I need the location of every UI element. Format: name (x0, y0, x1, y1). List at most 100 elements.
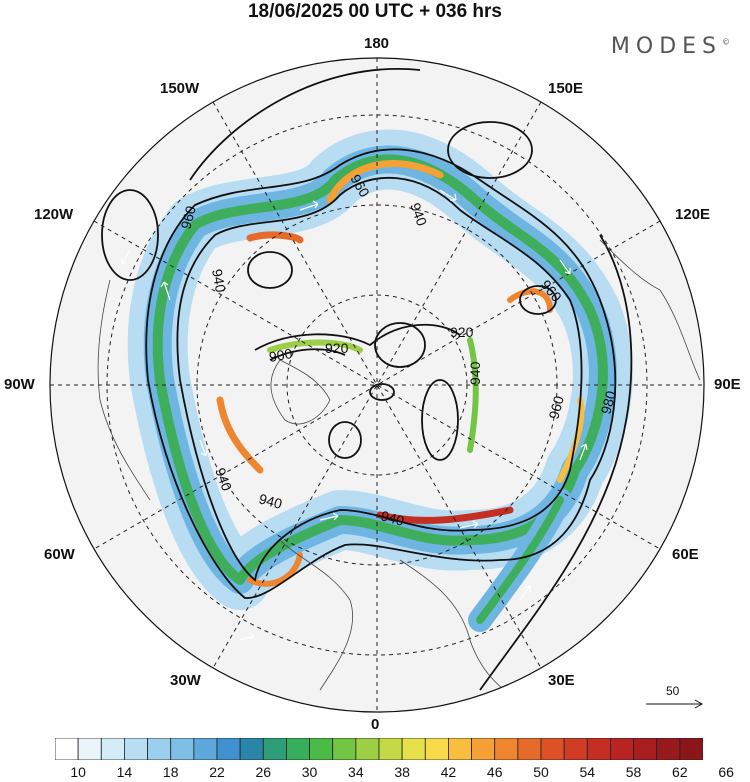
legend-tick-label: 30 (301, 764, 318, 780)
contour-980 (479, 234, 633, 691)
wind-vectors (121, 189, 588, 641)
legend-tick-label: 54 (579, 764, 596, 780)
contour-940 (176, 176, 583, 582)
coast-europe (279, 539, 354, 691)
contour-label: 940 (467, 361, 483, 385)
reference-vector (646, 699, 704, 709)
legend-tick-label: 18 (162, 764, 179, 780)
lon-label-30w: 30W (170, 672, 201, 689)
reference-vector-head (694, 699, 704, 709)
contour-900 (269, 348, 346, 361)
jet-max-east (557, 397, 585, 483)
logo-text: MODES (610, 34, 722, 59)
lon-label-90e: 90E (714, 376, 741, 393)
wind-band-se-core (476, 496, 564, 624)
lon-label-150w: 150W (160, 80, 200, 97)
legend-swatch (494, 738, 519, 760)
legend-swatch (633, 738, 658, 760)
wind-arrow (299, 200, 319, 211)
legend-swatch (77, 738, 102, 760)
contour-label: 940 (212, 466, 235, 494)
wind-shading (127, 129, 633, 632)
logo-mark: © (722, 37, 730, 47)
jet-max-west (216, 396, 264, 474)
coast-siberia (599, 239, 701, 381)
contour-low-east (421, 379, 459, 461)
wind-arrow (319, 512, 339, 521)
contour-label: 940 (257, 490, 284, 512)
jet-max-south (376, 506, 514, 524)
map-boundary (49, 57, 705, 713)
legend-tick-label: 46 (486, 764, 503, 780)
wind-arrow (239, 632, 255, 641)
legend-swatch (124, 738, 148, 760)
contour-high-north (447, 121, 533, 179)
jet-max-northeast (507, 288, 553, 313)
lon-label-120e: 120E (675, 206, 711, 223)
legend-tick-label: 42 (440, 764, 457, 780)
lon-label-60w: 60W (44, 546, 75, 563)
contour-label: 940 (379, 507, 406, 529)
legend-swatch (216, 738, 241, 760)
graticule (50, 58, 704, 712)
legend-swatch (471, 738, 496, 760)
wind-arrow (579, 443, 588, 461)
wind-arrow (459, 520, 479, 529)
legend-swatch (448, 738, 472, 760)
legend-tick-label: 66 (718, 764, 734, 780)
wind-band-core (152, 154, 608, 585)
wind-arrow (439, 189, 457, 201)
legend-tick-label: 58 (625, 764, 642, 780)
coast-america (97, 279, 151, 501)
legend-swatch (517, 738, 542, 760)
legend-swatch (586, 738, 611, 760)
reference-vector-label: 50 (666, 684, 680, 698)
chart-title: 18/06/2025 00 UTC + 036 hrs (247, 1, 503, 22)
legend-tick-label: 26 (255, 764, 272, 780)
contour-label: 960 (545, 394, 567, 421)
jet-inner-east (467, 337, 479, 453)
geopotential-contours (101, 68, 633, 691)
lon-label-150e: 150E (548, 80, 584, 97)
legend-swatch (309, 738, 334, 760)
meridian-150e-30w (212, 101, 542, 669)
contour-960 (145, 148, 617, 599)
legend-swatch (679, 738, 703, 760)
legend-swatch (610, 738, 634, 760)
lon-label-180: 180 (364, 35, 390, 52)
lon-label-120w: 120W (34, 206, 74, 223)
legend-tick-label: 62 (672, 764, 688, 780)
legend-swatch (100, 738, 125, 760)
legend-tick-label: 22 (209, 764, 225, 780)
legend-swatch (332, 738, 357, 760)
contour-label: 940 (209, 268, 229, 294)
contour-920 (254, 323, 461, 351)
contour-low-nw (247, 251, 293, 289)
contour-label: 920 (450, 324, 474, 340)
lon-label-90w: 90W (4, 376, 35, 393)
contour-low-ne (519, 285, 557, 315)
lon-label-30e: 30E (548, 672, 575, 689)
legend-swatch (424, 738, 449, 760)
jet-inner (267, 339, 363, 353)
meridian-120e-60w (93, 220, 661, 550)
legend-swatch (170, 738, 195, 760)
contour-outer-north (189, 68, 421, 181)
wind-arrow (559, 259, 571, 275)
contour-high-west (101, 189, 159, 281)
legend-tick-label: 38 (394, 764, 410, 780)
legend-swatch (563, 738, 588, 760)
legend-swatch (355, 738, 380, 760)
wind-arrow (519, 585, 531, 601)
jet-max-southwest (247, 552, 303, 587)
legend-swatch (378, 738, 403, 760)
legend-swatch (55, 738, 79, 760)
legend-swatch (239, 738, 264, 760)
legend-tick-label: 34 (348, 764, 364, 780)
contour-low-center (374, 322, 426, 368)
legend-swatch (540, 738, 565, 760)
legend-swatch (286, 738, 310, 760)
legend-swatch (193, 738, 218, 760)
lon-label-60e: 60E (672, 546, 699, 563)
